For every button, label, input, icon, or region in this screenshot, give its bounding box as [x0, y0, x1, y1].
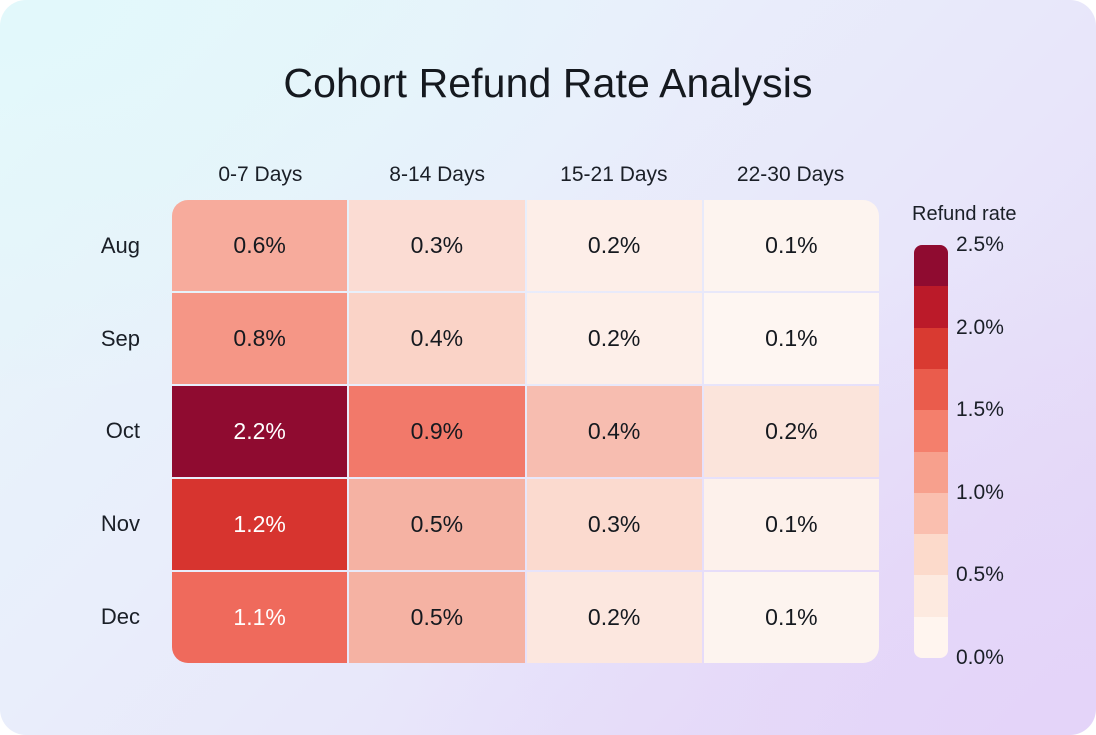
colorbar-tick-label: 0.0%	[956, 646, 1004, 669]
heatmap-grid: 0.6% 0.3% 0.2% 0.1% 0.8% 0.4% 0.2% 0.1% 2.2% 0.9%…	[172, 200, 879, 663]
colorbar-tick-label: 2.0%	[956, 315, 1004, 339]
colorbar-tick-label: 2.5%	[956, 233, 1004, 256]
row-label-column: Aug Sep Oct Nov Dec	[20, 200, 158, 663]
colorbar-tick-labels: 0.0% 0.5% 1.0% 1.5% 2.0% 2.5%	[956, 233, 1046, 669]
column-header-row: 0-7 Days 8-14 Days 15-21 Days 22-30 Days	[172, 159, 879, 191]
heatmap-cell[interactable]: 0.1%	[703, 293, 879, 384]
colorbar-band	[914, 327, 948, 369]
heatmap-cell-value: 0.2%	[765, 418, 818, 444]
heatmap-cell[interactable]: 0.2%	[526, 200, 702, 291]
heatmap-cell[interactable]: 0.1%	[703, 479, 879, 570]
row-label: Dec	[100, 603, 140, 629]
heatmap-cell[interactable]: 0.4%	[526, 386, 702, 477]
heatmap-cell-value: 0.2%	[587, 325, 641, 351]
heatmap-cell[interactable]: 0.8%	[172, 293, 348, 384]
heatmap-cell-value: 0.2%	[587, 604, 641, 630]
heatmap-cell-value: 0.1%	[765, 232, 818, 258]
colorbar-band	[914, 286, 948, 328]
colorbar-band	[914, 368, 948, 411]
colorbar-tick-label: 0.5%	[956, 563, 1004, 587]
heatmap-cell-value: 0.1%	[765, 511, 818, 537]
heatmap-cell[interactable]: 0.2%	[703, 386, 879, 477]
heatmap-cell-value: 2.2%	[233, 418, 286, 444]
colorbar-tick-label: 1.5%	[956, 398, 1004, 422]
heatmap-cell-value: 0.3%	[587, 511, 641, 537]
heatmap-cell[interactable]: 0.2%	[526, 572, 702, 663]
row-label: Aug	[100, 233, 140, 259]
heatmap-cell[interactable]: 2.2%	[172, 386, 348, 477]
heatmap-cell-value: 0.5%	[410, 604, 464, 630]
heatmap-cell-value: 1.2%	[233, 511, 286, 537]
heatmap-cell[interactable]: 1.1%	[172, 572, 348, 663]
colorbar-band	[914, 616, 948, 658]
heatmap-cell-value: 0.4%	[587, 418, 641, 444]
heatmap-cell[interactable]: 0.6%	[172, 200, 348, 291]
heatmap-cell[interactable]: 0.4%	[349, 293, 525, 384]
heatmap-cell[interactable]: 0.1%	[703, 572, 879, 663]
heatmap-cell[interactable]: 0.1%	[703, 200, 879, 291]
colorbar-band	[914, 245, 948, 287]
colorbar-band	[914, 410, 948, 452]
colorbar-band	[914, 451, 948, 493]
heatmap-cell[interactable]: 0.3%	[526, 479, 702, 570]
heatmap-cell-value: 0.6%	[233, 232, 286, 258]
heatmap-cell[interactable]: 1.2%	[172, 479, 348, 570]
heatmap-cell-value: 0.5%	[410, 511, 464, 537]
heatmap-cell-value: 0.1%	[765, 325, 818, 351]
colorbar-tick-label: 1.0%	[956, 480, 1004, 504]
heatmap-cell[interactable]: 0.3%	[349, 200, 525, 291]
heatmap-cell-value: 0.1%	[765, 604, 818, 630]
page-title: Cohort Refund Rate Analysis	[283, 60, 813, 106]
heatmap-cell[interactable]: 0.9%	[349, 386, 525, 477]
heatmap-cell-value: 0.9%	[410, 418, 464, 444]
colorbar-band	[914, 534, 948, 576]
colorbar-band	[914, 492, 948, 535]
colorbar-title: Refund rate	[912, 203, 1017, 225]
heatmap-cell-value: 0.4%	[410, 325, 464, 351]
heatmap-cell[interactable]: 0.2%	[526, 293, 702, 384]
heatmap-cell[interactable]: 0.5%	[349, 479, 525, 570]
colorbar-gradient	[914, 245, 948, 658]
column-header: 0-7 Days	[218, 163, 303, 186]
row-label: Oct	[105, 418, 140, 444]
heatmap-cell-value: 1.1%	[233, 604, 286, 630]
heatmap-cell-value: 0.2%	[587, 232, 641, 258]
heatmap-cell-value: 0.8%	[233, 325, 286, 351]
heatmap-cell-value: 0.3%	[410, 232, 464, 258]
colorbar-band	[914, 575, 948, 617]
row-label: Nov	[100, 511, 140, 537]
column-header: 15-21 Days	[560, 163, 668, 186]
column-header: 22-30 Days	[736, 163, 845, 186]
heatmap-cell[interactable]: 0.5%	[349, 572, 525, 663]
column-header: 8-14 Days	[389, 163, 485, 186]
row-label: Sep	[100, 325, 140, 351]
